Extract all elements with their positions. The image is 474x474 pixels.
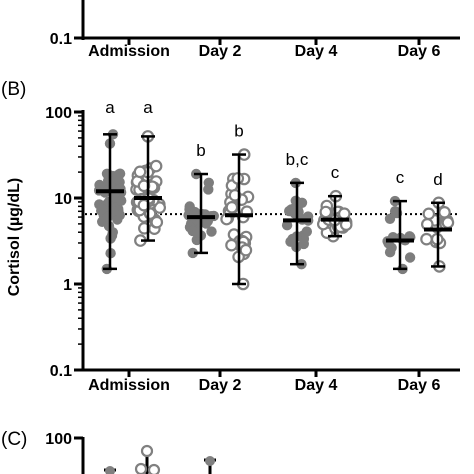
panel-a-x-tick-label: Day 6 bbox=[398, 43, 441, 60]
y-tick-label: 0.1 bbox=[50, 363, 72, 380]
significance-label: d bbox=[433, 170, 442, 189]
data-point bbox=[420, 232, 433, 246]
data-point bbox=[422, 207, 436, 221]
data-group: a bbox=[93, 98, 127, 275]
data-point bbox=[94, 179, 105, 191]
x-tick-label: Admission bbox=[88, 377, 170, 394]
x-tick-label: Day 4 bbox=[295, 377, 338, 394]
x-tick-label: Day 6 bbox=[398, 377, 441, 394]
data-point bbox=[187, 247, 198, 259]
significance-label: c bbox=[331, 163, 340, 182]
data-point bbox=[296, 197, 308, 208]
x-tick-label: Day 2 bbox=[199, 377, 242, 394]
data-group: d bbox=[420, 170, 455, 273]
data-point bbox=[116, 195, 127, 206]
panel-a-x-tick-label: Day 4 bbox=[295, 43, 338, 60]
panel-a-ytick-label: 0.1 bbox=[50, 31, 72, 48]
y-tick-label: 100 bbox=[45, 105, 72, 122]
data-point bbox=[281, 220, 293, 231]
data-point bbox=[149, 159, 163, 173]
data-point bbox=[133, 165, 147, 179]
y-axis-label: Cortisol (µg/dL) bbox=[6, 178, 23, 297]
significance-label: b bbox=[234, 122, 243, 141]
data-point bbox=[206, 226, 217, 237]
panel-a-remnant: 0.1 Admission Day 2 Day 4 Day 6 bbox=[50, 0, 460, 60]
panel-c-ytick-label: 100 bbox=[45, 431, 72, 448]
data-point bbox=[225, 238, 238, 252]
data-point bbox=[337, 207, 351, 220]
data-point bbox=[441, 216, 455, 229]
data-group: c bbox=[382, 168, 416, 275]
cortisol-chart: 0.1 1 10 100 Admission Day 2 Day 4 Day 6 a a b b b,c… bbox=[45, 98, 460, 394]
y-tick-label: 10 bbox=[54, 191, 72, 208]
data-point bbox=[239, 243, 253, 257]
panel-c-point bbox=[134, 462, 148, 474]
data-group: b bbox=[183, 141, 219, 259]
significance-label: b bbox=[196, 141, 205, 160]
significance-label: a bbox=[105, 98, 115, 117]
panel-c-point bbox=[140, 444, 154, 458]
data-point bbox=[102, 211, 114, 223]
data-point bbox=[112, 173, 123, 185]
data-point bbox=[150, 215, 164, 229]
data-point bbox=[404, 252, 416, 263]
panel-c-label: (C) bbox=[1, 429, 27, 450]
data-point bbox=[225, 201, 239, 214]
data-point bbox=[289, 208, 300, 219]
panel-b-label: (B) bbox=[1, 79, 26, 100]
panel-c-point bbox=[147, 463, 161, 474]
data-point bbox=[384, 213, 396, 224]
data-point bbox=[319, 205, 333, 219]
panel-a-x-tick-label: Admission bbox=[88, 43, 170, 60]
panel-c-point bbox=[205, 456, 215, 466]
significance-label: c bbox=[396, 168, 405, 187]
data-point bbox=[203, 184, 214, 195]
data-group: a bbox=[130, 98, 166, 247]
data-group: b,c bbox=[281, 150, 314, 270]
significance-label: a bbox=[143, 98, 153, 117]
data-point bbox=[96, 203, 108, 215]
panel-c-remnant: 100 bbox=[45, 431, 216, 474]
data-group: c bbox=[316, 163, 353, 243]
data-point bbox=[438, 206, 451, 219]
y-tick-label: 1 bbox=[63, 277, 72, 294]
panel-c-point bbox=[105, 466, 115, 474]
data-point bbox=[106, 230, 118, 241]
significance-label: b,c bbox=[286, 150, 309, 169]
data-point bbox=[191, 227, 203, 238]
panel-a-x-tick-label: Day 2 bbox=[199, 43, 242, 60]
data-group: b bbox=[220, 122, 255, 291]
